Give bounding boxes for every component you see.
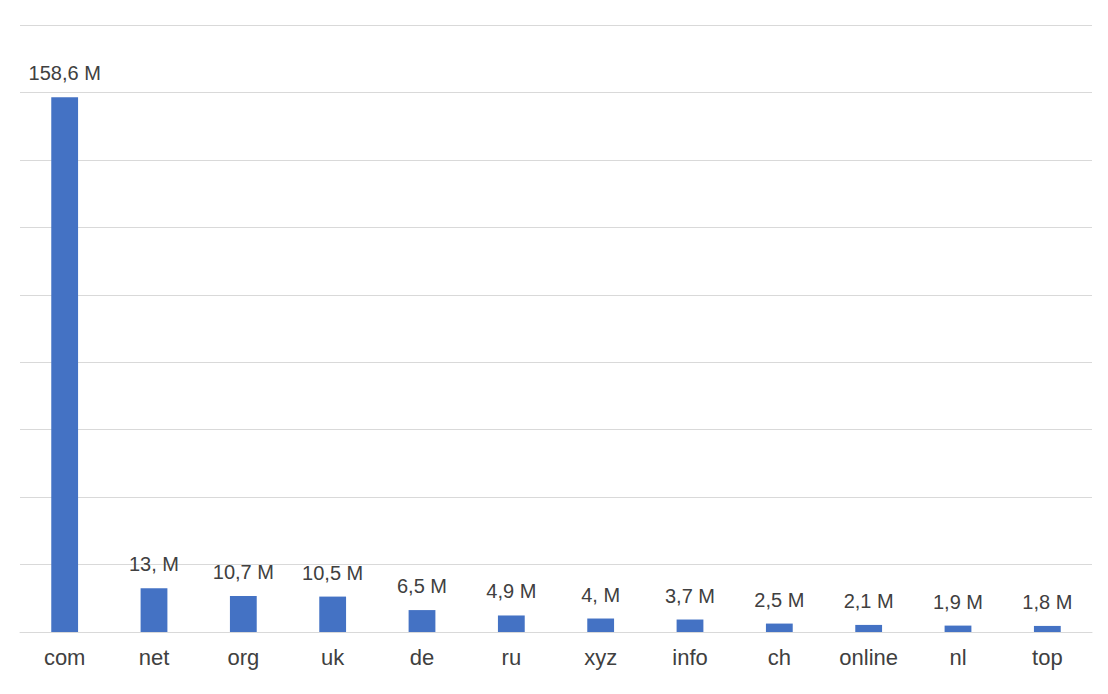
svg-text:online: online: [839, 645, 898, 670]
svg-text:2,5 M: 2,5 M: [754, 589, 804, 611]
svg-text:10,7 M: 10,7 M: [213, 561, 274, 583]
svg-text:top: top: [1032, 645, 1063, 670]
svg-text:info: info: [672, 645, 707, 670]
svg-text:net: net: [139, 645, 170, 670]
svg-text:de: de: [410, 645, 434, 670]
svg-text:4, M: 4, M: [581, 584, 620, 606]
svg-text:2,1 M: 2,1 M: [844, 590, 894, 612]
svg-text:com: com: [44, 645, 86, 670]
svg-text:3,7 M: 3,7 M: [665, 585, 715, 607]
svg-text:uk: uk: [321, 645, 345, 670]
svg-text:org: org: [227, 645, 259, 670]
svg-text:10,5 M: 10,5 M: [302, 562, 363, 584]
svg-text:xyz: xyz: [584, 645, 617, 670]
svg-text:1,9 M: 1,9 M: [933, 591, 983, 613]
svg-text:nl: nl: [949, 645, 966, 670]
svg-text:ru: ru: [502, 645, 522, 670]
svg-text:158,6 M: 158,6 M: [29, 62, 101, 84]
svg-text:1,8 M: 1,8 M: [1022, 591, 1072, 613]
svg-text:13, M: 13, M: [129, 553, 179, 575]
svg-text:ch: ch: [768, 645, 791, 670]
svg-text:6,5 M: 6,5 M: [397, 575, 447, 597]
svg-text:4,9 M: 4,9 M: [486, 580, 536, 602]
